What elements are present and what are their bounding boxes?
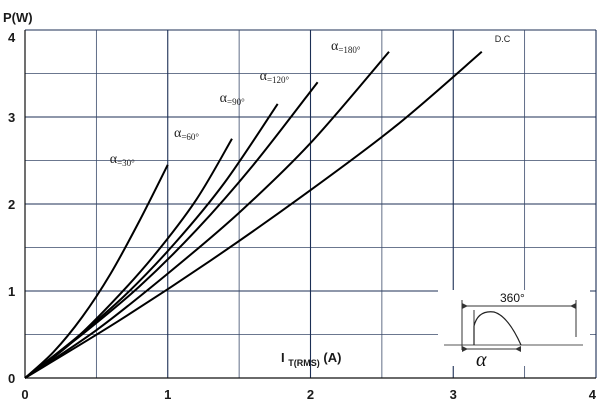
x-axis-title-unit: (A)	[323, 350, 341, 365]
y-tick-label: 1	[8, 284, 15, 299]
y-tick-label: 2	[8, 197, 15, 212]
series-label-5: D.C	[495, 34, 511, 44]
inset-background	[438, 290, 590, 366]
y-tick-label: 0	[8, 371, 15, 386]
x-tick-label: 0	[21, 387, 28, 402]
curve-series-0	[24, 164, 169, 379]
inset-angle-label: α	[476, 349, 487, 371]
y-tick-label: 3	[8, 110, 15, 125]
tick-labels: 0 1 2 3 4 0 1 2 3 4	[8, 30, 597, 402]
y-tick-label: 4	[8, 30, 16, 45]
curves	[24, 50, 483, 379]
curve-series-5	[24, 50, 483, 379]
curve-series-4	[24, 51, 390, 379]
inset-waveform	[473, 311, 522, 346]
y-axis-title: P(W)	[3, 10, 33, 25]
inset-period-label: 360°	[500, 291, 525, 305]
series-labels: α=30° α=60° α=90° α=120° α=180° D.C	[110, 34, 511, 168]
x-tick-label: 2	[307, 387, 314, 402]
x-tick-label: 4	[589, 387, 597, 402]
conduction-angle-inset: 360° α	[438, 290, 590, 371]
curve-series-1	[24, 138, 233, 379]
x-tick-label: 1	[164, 387, 171, 402]
series-label-1: α=60°	[174, 126, 199, 142]
series-label-0: α=30°	[110, 152, 135, 168]
x-axis-title-sub: T(RMS)	[288, 358, 320, 368]
x-axis-title-main: I	[281, 350, 285, 365]
series-label-2: α=90°	[220, 91, 245, 107]
x-axis-title: I T(RMS) (A)	[281, 350, 341, 369]
curve-series-2	[24, 103, 279, 379]
axes	[24, 30, 596, 379]
series-label-4: α=180°	[331, 39, 361, 55]
series-label-3: α=120°	[260, 69, 290, 85]
curve-series-3	[24, 81, 319, 379]
x-tick-label: 3	[450, 387, 457, 402]
